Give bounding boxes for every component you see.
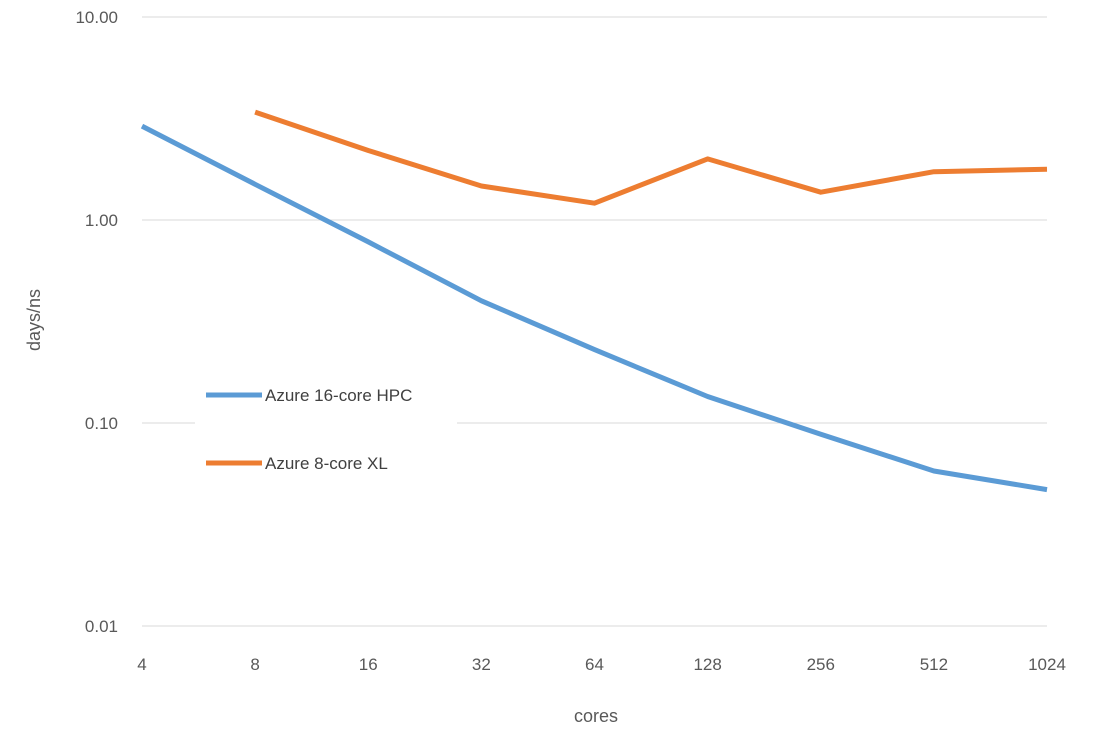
- x-tick-labels: 4 8 16 32 64 128 256 512 1024: [137, 655, 1066, 674]
- y-tick-label: 1.00: [85, 211, 118, 230]
- series-lines: [140, 109, 1048, 493]
- y-tick-label: 10.00: [75, 8, 118, 27]
- legend: Azure 16-core HPC Azure 8-core XL: [195, 370, 457, 485]
- y-tick-labels: 0.01 0.10 1.00 10.00: [75, 8, 118, 636]
- x-tick-label: 128: [693, 655, 721, 674]
- series-line-2: [254, 109, 1048, 206]
- x-tick-label: 4: [137, 655, 146, 674]
- legend-background: [195, 370, 457, 485]
- legend-label: Azure 16-core HPC: [265, 386, 412, 405]
- y-axis-title: days/ns: [24, 289, 44, 351]
- y-tick-label: 0.01: [85, 617, 118, 636]
- x-tick-label: 32: [472, 655, 491, 674]
- x-tick-label: 16: [359, 655, 378, 674]
- x-axis-title: cores: [574, 706, 618, 726]
- x-tick-label: 256: [807, 655, 835, 674]
- legend-label: Azure 8-core XL: [265, 454, 388, 473]
- series-line-1: [140, 123, 1048, 493]
- x-tick-label: 512: [920, 655, 948, 674]
- x-tick-label: 1024: [1028, 655, 1066, 674]
- x-tick-label: 8: [250, 655, 259, 674]
- gridlines: [142, 16, 1047, 627]
- y-tick-label: 0.10: [85, 414, 118, 433]
- x-tick-label: 64: [585, 655, 604, 674]
